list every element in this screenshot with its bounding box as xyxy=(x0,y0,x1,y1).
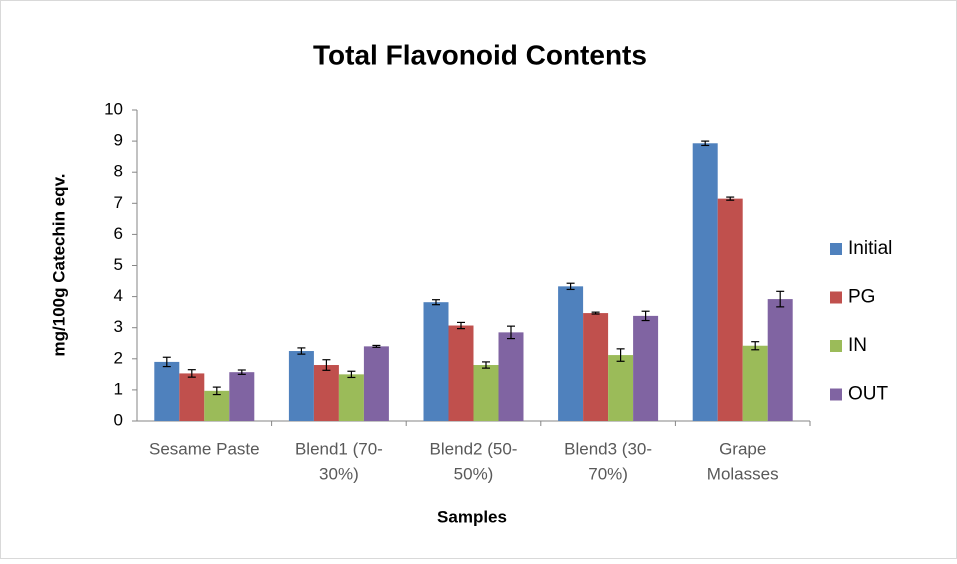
y-tick-label: 5 xyxy=(114,255,123,274)
bar xyxy=(448,325,474,421)
bar xyxy=(154,361,180,421)
y-axis-label: mg/100g Catechin eqv. xyxy=(49,174,68,357)
bar xyxy=(583,313,609,421)
x-tick-label: 70%) xyxy=(588,464,628,483)
x-tick-label: Blend3 (30- xyxy=(564,439,652,458)
y-tick-label: 8 xyxy=(114,162,123,181)
legend-swatch xyxy=(830,340,842,352)
x-tick-label: Grape xyxy=(719,439,766,458)
legend-label: PG xyxy=(848,287,875,308)
x-tick-label: 50%) xyxy=(454,464,494,483)
bar xyxy=(313,365,339,421)
bar xyxy=(363,346,389,421)
bar xyxy=(742,345,768,421)
bar xyxy=(608,355,634,421)
bar xyxy=(338,374,364,421)
y-tick-label: 6 xyxy=(114,224,123,243)
legend-swatch xyxy=(830,243,842,255)
bar xyxy=(692,143,718,422)
chart-title: Total Flavonoid Contents xyxy=(313,39,647,70)
bar xyxy=(229,372,255,421)
bar xyxy=(558,286,584,421)
bar xyxy=(204,390,230,421)
bar xyxy=(423,302,449,421)
bar xyxy=(473,365,499,421)
x-tick-label: Sesame Paste xyxy=(149,439,260,458)
y-tick-label: 2 xyxy=(114,348,123,367)
y-tick-label: 0 xyxy=(114,410,123,429)
x-axis-label: Samples xyxy=(437,507,507,526)
x-tick-label: Molasses xyxy=(707,464,779,483)
y-tick-label: 1 xyxy=(114,379,123,398)
bar xyxy=(288,351,314,421)
bar xyxy=(633,315,659,421)
bar xyxy=(767,299,793,421)
bar xyxy=(179,373,205,421)
y-tick-label: 3 xyxy=(114,317,123,336)
y-tick-label: 7 xyxy=(114,193,123,212)
legend-swatch xyxy=(830,291,842,304)
x-tick-label: 30%) xyxy=(319,464,359,483)
x-tick-label: Blend2 (50- xyxy=(430,439,518,458)
legend-label: Initial xyxy=(848,238,892,259)
y-tick-label: 10 xyxy=(104,99,123,118)
bar xyxy=(498,332,524,421)
x-tick-label: Blend1 (70- xyxy=(295,439,383,458)
y-tick-label: 4 xyxy=(114,286,123,305)
y-tick-label: 9 xyxy=(114,131,123,150)
legend-label: OUT xyxy=(848,384,889,405)
bar xyxy=(717,198,743,421)
legend-swatch xyxy=(830,388,842,401)
legend-label: IN xyxy=(848,335,867,356)
